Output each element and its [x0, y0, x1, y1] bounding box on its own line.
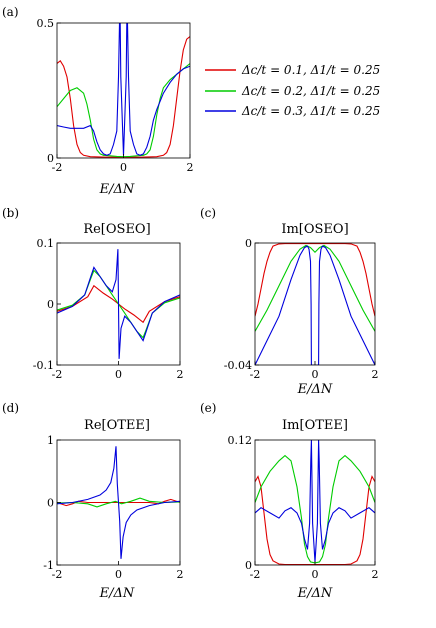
- panel-label-d: (d): [2, 401, 19, 415]
- x-tick-label: 2: [372, 568, 379, 581]
- x-tick-label: 0: [120, 161, 127, 174]
- series-line-3: [255, 245, 375, 365]
- y-tick-label: -0.1: [33, 359, 54, 372]
- panel-5: -2 0 200.12: [228, 434, 379, 581]
- x-tick-label: 2: [187, 161, 194, 174]
- panel-1: -2 0 200.5: [37, 17, 194, 174]
- x-tick-label: 2: [177, 568, 184, 581]
- x-tick-label: 0: [115, 568, 122, 581]
- x-tick-label: -2: [250, 568, 261, 581]
- x-tick-label: -2: [52, 161, 63, 174]
- x-tick-label: -2: [250, 368, 261, 381]
- x-axis-label-e: E/ΔN: [297, 586, 333, 601]
- y-tick-label: 1: [47, 434, 54, 447]
- panel-label-a: (a): [2, 5, 19, 19]
- chart-title-c: Im[OSEO]: [281, 222, 348, 237]
- y-tick-label: 0: [245, 237, 252, 250]
- x-tick-label: 0: [312, 368, 319, 381]
- plot-frame: [56, 22, 191, 159]
- y-tick-label: 0.12: [228, 434, 253, 447]
- x-tick-label: 2: [177, 368, 184, 381]
- legend: Δc/t = 0.1, Δ1/t = 0.25 Δc/t = 0.2, Δ1/t…: [205, 63, 380, 118]
- y-tick-label: 0: [47, 497, 54, 510]
- panel-4: -2 0 2 -1 0 1: [43, 434, 183, 581]
- x-tick-label: 0: [115, 368, 122, 381]
- legend-label-2: Δc/t = 0.2, Δ1/t = 0.25: [241, 84, 380, 98]
- series-line-1: [57, 36, 190, 158]
- legend-label-3: Δc/t = 0.3, Δ1/t = 0.25: [241, 104, 380, 118]
- y-tick-label: 0: [47, 152, 54, 165]
- y-tick-label: 0: [47, 298, 54, 311]
- series-line-3: [57, 446, 180, 559]
- x-axis-label-d: E/ΔN: [99, 586, 135, 601]
- x-tick-label: 2: [372, 368, 379, 381]
- panel-3: -2 0 2 -0.04 0: [224, 237, 379, 381]
- series-line-1: [255, 475, 375, 565]
- panel-label-b: (b): [2, 206, 19, 220]
- series-line-2: [255, 244, 375, 332]
- x-tick-label: 0: [312, 568, 319, 581]
- panel-2: -2 0 2 -0.1 0 0.1: [33, 237, 184, 381]
- x-axis-label-c: E/ΔN: [297, 382, 333, 397]
- chart-title-e: Im[OTEE]: [282, 418, 348, 433]
- legend-label-1: Δc/t = 0.1, Δ1/t = 0.25: [241, 63, 380, 77]
- panel-label-c: (c): [200, 206, 216, 220]
- y-tick-label: -1: [43, 559, 54, 572]
- series-line-1: [255, 243, 375, 317]
- x-tick-label: -2: [52, 368, 63, 381]
- x-tick-label: -2: [52, 568, 63, 581]
- y-tick-label: 0.1: [37, 237, 55, 250]
- series-line-3: [57, 249, 180, 359]
- series-line-2: [255, 454, 375, 564]
- x-axis-label-a: E/ΔN: [99, 182, 135, 197]
- chart-title-b: Re[OSEO]: [83, 222, 150, 237]
- series-line-3: [255, 440, 375, 562]
- series-line-3: [57, 23, 190, 156]
- chart-title-d: Re[OTEE]: [84, 418, 150, 433]
- plot-frame: [254, 439, 376, 566]
- panel-label-e: (e): [200, 401, 216, 415]
- plot-frame: [254, 242, 376, 366]
- y-tick-label: 0.5: [37, 17, 55, 30]
- plot-panels: -2 0 200.5-2 0 2-0.100.1-2 0 2-0.040-2 0 2-101-2…: [33, 17, 379, 581]
- y-tick-label: 0: [245, 559, 252, 572]
- y-tick-label: -0.04: [224, 359, 252, 372]
